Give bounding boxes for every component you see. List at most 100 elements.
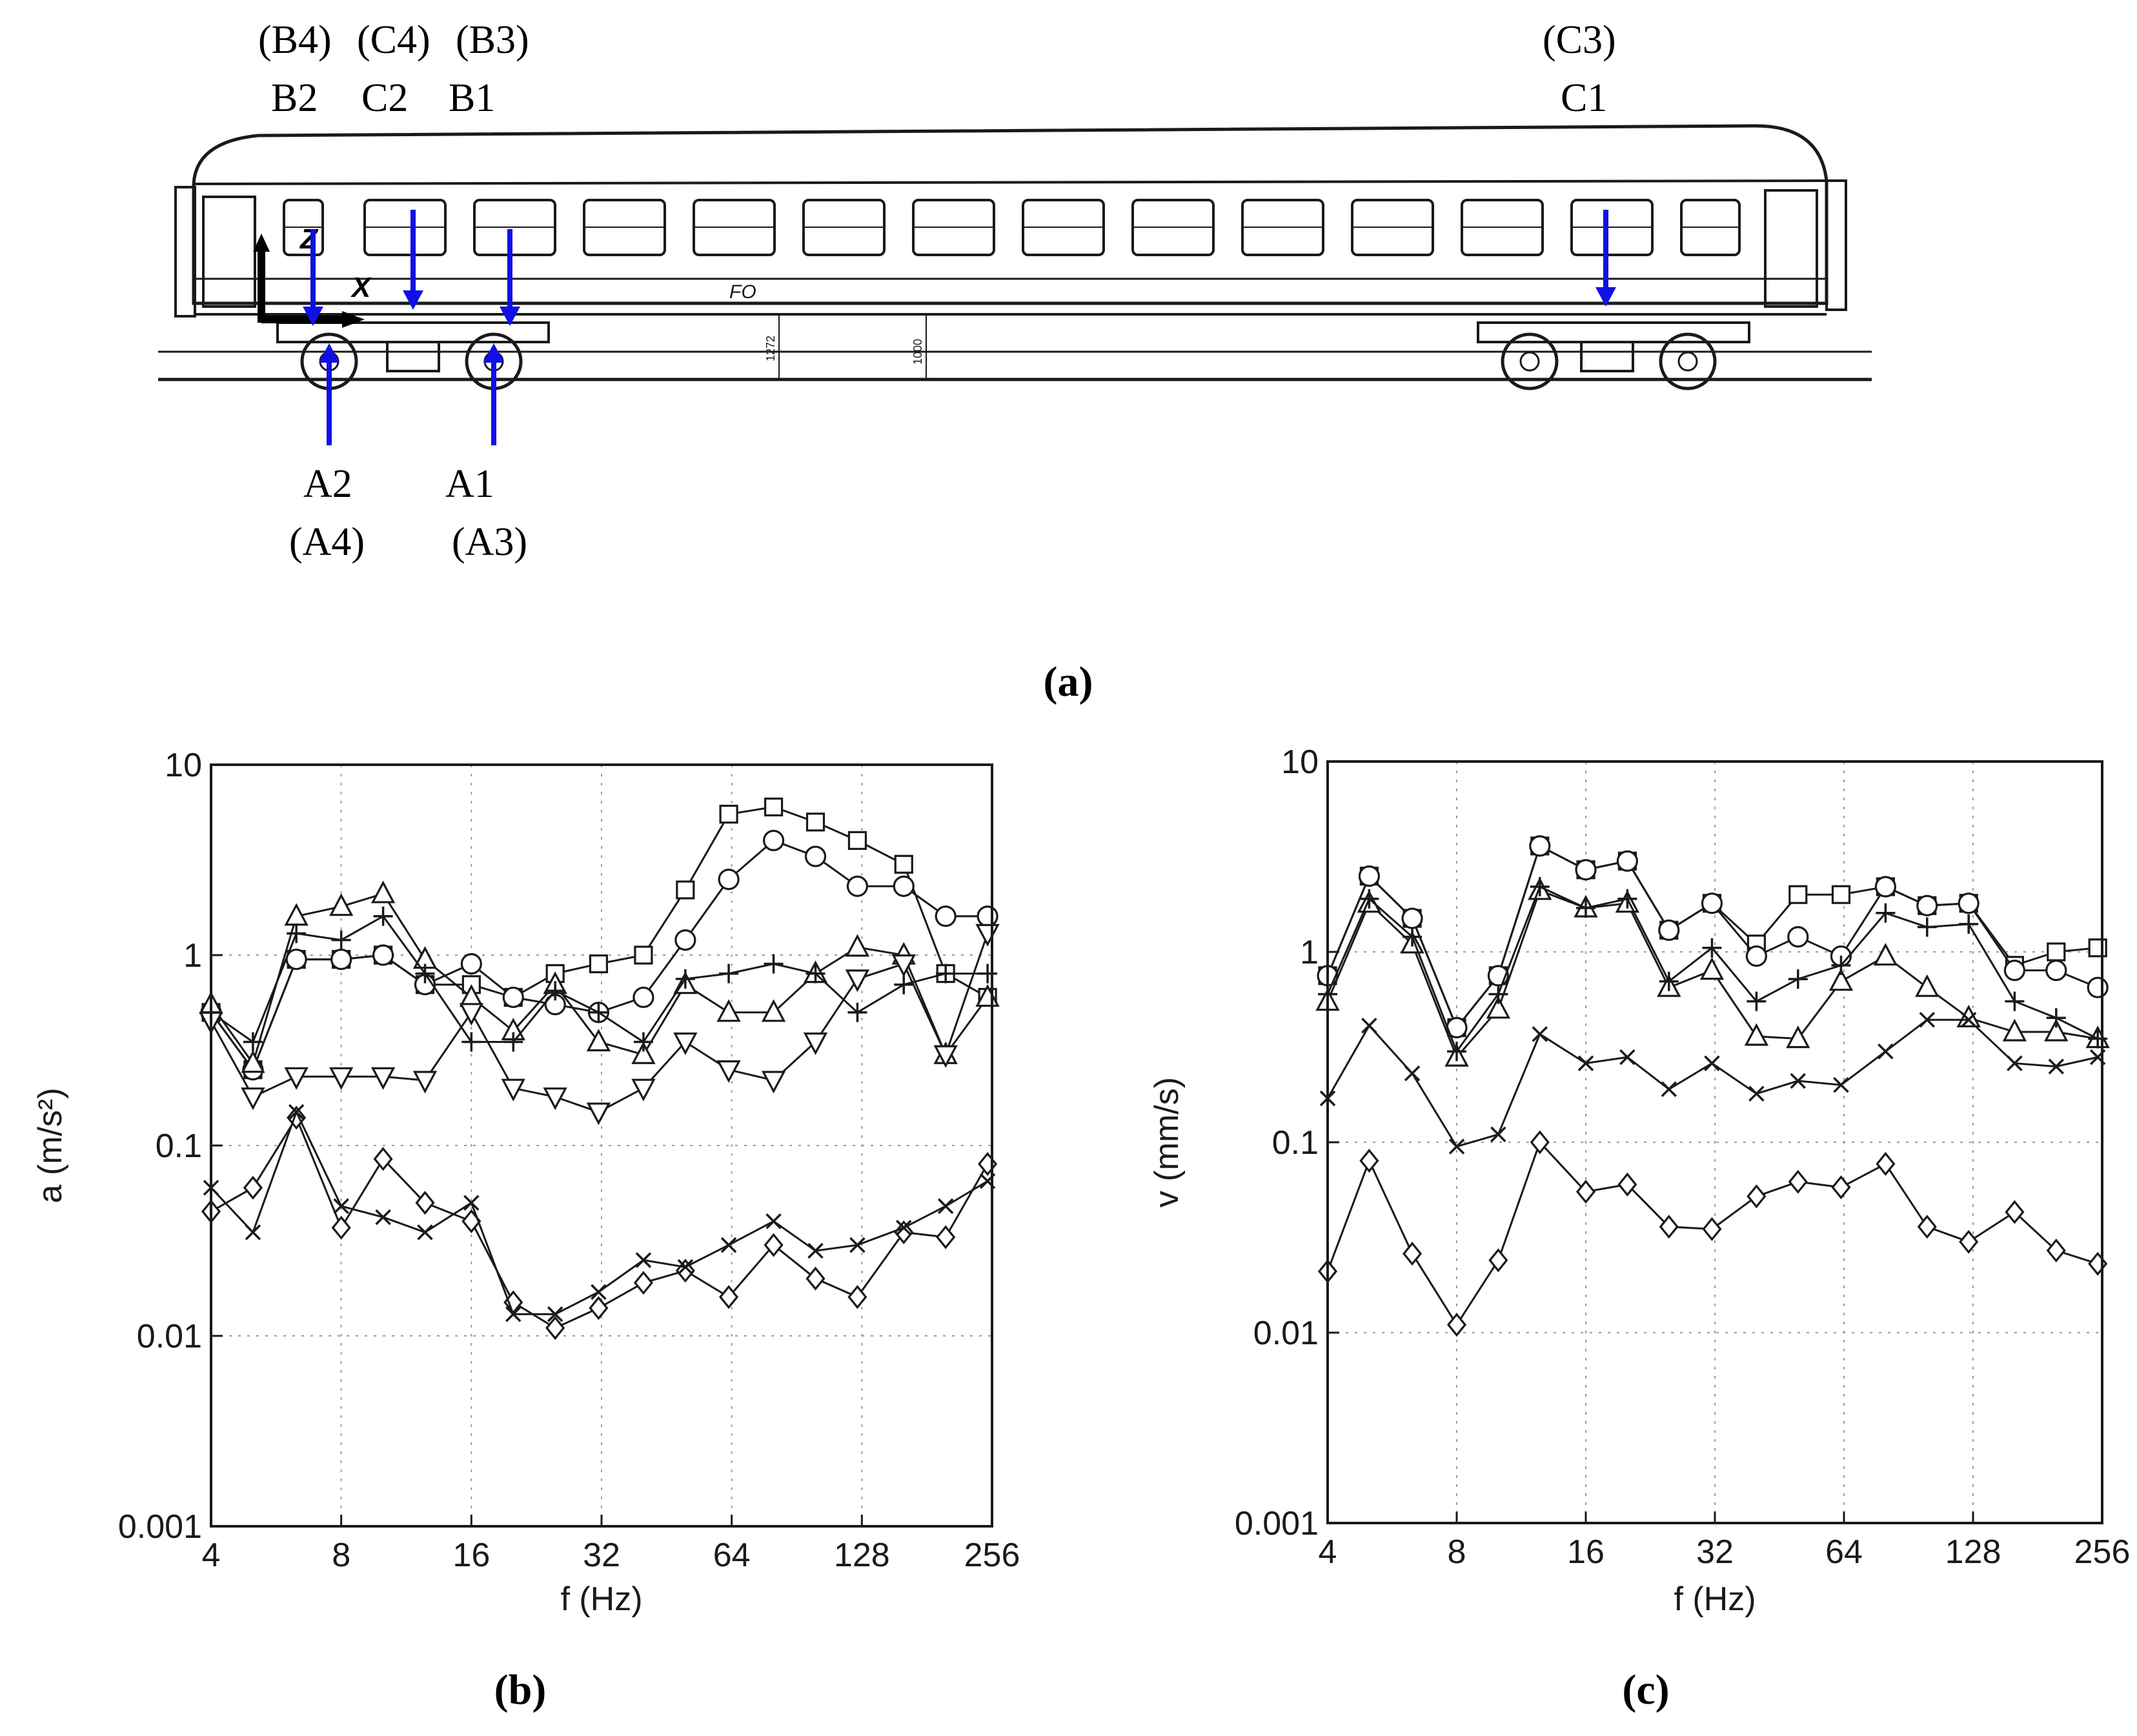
y-tick-label: 0.001 bbox=[1235, 1505, 1319, 1542]
point-diamond bbox=[1403, 1242, 1423, 1266]
point-circle bbox=[1958, 893, 1980, 914]
y-tick-label: 1 bbox=[183, 937, 202, 974]
point-diamond bbox=[461, 1209, 481, 1233]
point-diamond bbox=[633, 1271, 653, 1295]
series-line-square bbox=[1326, 844, 2098, 1030]
point-plus bbox=[1876, 903, 1896, 923]
point-x bbox=[1532, 1026, 1548, 1042]
point-plus bbox=[719, 964, 739, 984]
point-plus bbox=[1702, 938, 1722, 958]
point-circle bbox=[1787, 926, 1809, 948]
point-circle bbox=[977, 905, 998, 927]
point-triangle-up bbox=[631, 1041, 656, 1064]
axis-x-arrowhead bbox=[342, 311, 365, 328]
point-plus bbox=[847, 1002, 867, 1022]
point-square bbox=[1831, 885, 1851, 904]
x-tick-label: 4 bbox=[202, 1537, 221, 1574]
end-wall-left bbox=[174, 186, 196, 318]
panel-a-caption: (a) bbox=[1044, 658, 1093, 705]
y-tick-label: 0.01 bbox=[1253, 1315, 1319, 1352]
point-x bbox=[1960, 1011, 1977, 1028]
point-x bbox=[591, 1284, 607, 1300]
point-x bbox=[765, 1213, 782, 1229]
dimension-left-label: 1272 bbox=[764, 336, 777, 361]
series-line-x bbox=[210, 1109, 988, 1315]
bogie-right bbox=[1477, 321, 1750, 390]
arrow-c1-head bbox=[1595, 287, 1616, 307]
point-diamond bbox=[1876, 1151, 1896, 1176]
point-plus bbox=[1617, 889, 1637, 909]
y-axis-label-c: v (mm/s) bbox=[1148, 1077, 1186, 1207]
point-plus bbox=[503, 1032, 523, 1052]
point-triangle-up bbox=[1744, 1023, 1769, 1046]
point-plus bbox=[978, 964, 998, 984]
point-triangle-down bbox=[933, 1045, 958, 1068]
point-diamond bbox=[373, 1147, 393, 1171]
point-plus bbox=[2046, 1008, 2066, 1028]
point-square bbox=[2047, 942, 2066, 962]
point-diamond bbox=[2088, 1251, 2108, 1276]
point-diamond bbox=[1446, 1313, 1467, 1337]
point-triangle-up bbox=[2002, 1018, 2027, 1042]
label-c3: (C3) bbox=[1543, 18, 1616, 62]
label-c2: C2 bbox=[361, 76, 408, 120]
point-plus bbox=[675, 969, 695, 989]
grid-b bbox=[210, 764, 993, 1527]
point-diamond bbox=[2005, 1200, 2025, 1224]
point-triangle-up bbox=[761, 999, 786, 1022]
label-b3: (B3) bbox=[456, 18, 529, 62]
point-plus bbox=[1831, 955, 1851, 975]
point-triangle-down bbox=[891, 954, 916, 977]
x-tick-label: 256 bbox=[964, 1537, 1020, 1574]
point-circle bbox=[718, 869, 740, 891]
arrow-a2-head bbox=[319, 343, 339, 363]
point-square bbox=[2088, 938, 2107, 958]
point-circle bbox=[1358, 865, 1380, 887]
point-triangle-down bbox=[716, 1060, 741, 1084]
point-triangle-down bbox=[975, 924, 1000, 947]
label-a2: A2 bbox=[303, 462, 352, 506]
series-c bbox=[1315, 835, 2110, 1337]
point-triangle-down bbox=[631, 1078, 656, 1102]
point-plus bbox=[1403, 927, 1423, 947]
point-x bbox=[375, 1209, 391, 1226]
point-triangle-down bbox=[241, 1087, 265, 1111]
series-line-circle bbox=[1326, 844, 2098, 1030]
point-circle bbox=[674, 929, 696, 951]
series-line-x bbox=[1326, 1018, 2098, 1148]
point-diamond bbox=[2046, 1238, 2066, 1263]
point-diamond bbox=[764, 1233, 784, 1257]
point-x bbox=[1790, 1073, 1807, 1089]
point-triangle-down bbox=[803, 1032, 828, 1055]
point-diamond bbox=[1959, 1229, 1979, 1254]
x-tick-label: 8 bbox=[332, 1537, 350, 1574]
point-triangle-up bbox=[2044, 1018, 2069, 1042]
point-diamond bbox=[978, 1152, 998, 1176]
point-circle bbox=[935, 905, 957, 927]
point-x bbox=[2048, 1058, 2065, 1075]
point-plus bbox=[243, 1032, 263, 1052]
point-x bbox=[245, 1224, 261, 1240]
series-b bbox=[199, 797, 1000, 1340]
point-circle bbox=[1916, 894, 1938, 916]
point-triangle-up bbox=[1873, 943, 1898, 966]
point-plus bbox=[545, 981, 565, 1001]
point-triangle-down bbox=[501, 1078, 525, 1102]
point-plus bbox=[415, 964, 435, 984]
point-diamond bbox=[1488, 1248, 1508, 1273]
x-axis-label-b: f (Hz) bbox=[560, 1580, 642, 1618]
point-triangle-up bbox=[370, 880, 396, 903]
point-triangle-up bbox=[1828, 968, 1854, 991]
point-plus bbox=[1576, 898, 1595, 918]
axis-z-arrowhead bbox=[253, 234, 270, 252]
x-tick-label: 16 bbox=[1567, 1533, 1605, 1571]
arrow-b2-head bbox=[303, 307, 323, 326]
point-plus bbox=[2088, 1029, 2108, 1049]
x-tick-label: 64 bbox=[1825, 1533, 1863, 1571]
door-right bbox=[1764, 189, 1818, 308]
grid-c bbox=[1327, 761, 2103, 1524]
y-tick-label: 1 bbox=[1300, 934, 1319, 971]
point-x bbox=[1748, 1085, 1765, 1102]
point-diamond bbox=[1575, 1180, 1596, 1204]
point-plus bbox=[633, 1032, 653, 1052]
